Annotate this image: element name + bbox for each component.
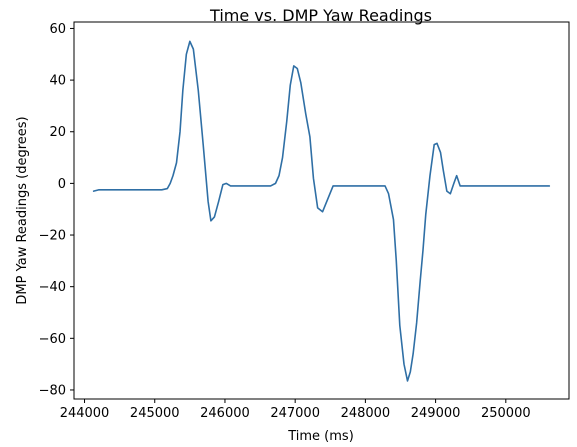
x-axis-label: Time (ms) <box>287 429 354 444</box>
y-tick-label: 0 <box>58 177 66 192</box>
y-tick-label: −40 <box>39 280 66 295</box>
y-tick-label: −60 <box>39 332 66 347</box>
y-tick-label: 20 <box>49 125 66 140</box>
plot-line-layer <box>92 40 551 382</box>
plot-frame <box>73 21 570 400</box>
y-axis: 60 40 20 0 −20 −40 −60 −80 <box>39 22 74 398</box>
x-tick-label: 245000 <box>130 406 180 421</box>
y-tick-label: −80 <box>39 383 66 398</box>
y-tick-label: −20 <box>39 229 66 244</box>
x-tick-label: 247000 <box>270 406 320 421</box>
y-tick-label: 40 <box>49 74 66 89</box>
x-axis: 244000 245000 246000 247000 248000 249000 2500… <box>60 399 531 421</box>
x-tick-label: 244000 <box>60 406 110 421</box>
x-tick-label: 250000 <box>481 406 531 421</box>
x-tick-label: 246000 <box>200 406 250 421</box>
y-axis-label: DMP Yaw Readings (degrees) <box>15 116 30 304</box>
series-line <box>92 40 551 382</box>
x-tick-label: 249000 <box>411 406 461 421</box>
y-tick-label: 60 <box>49 22 66 37</box>
x-tick-label: 248000 <box>341 406 391 421</box>
chart-title: Time vs. DMP Yaw Readings <box>209 6 432 25</box>
